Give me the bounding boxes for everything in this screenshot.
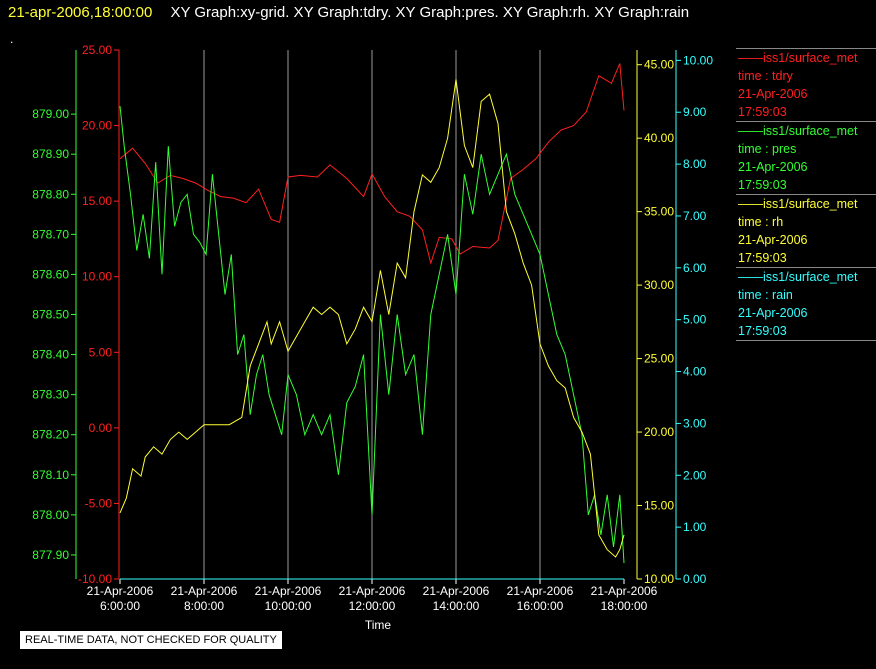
x-tick-label-date: 21-Apr-2006 xyxy=(507,584,574,598)
legend-name: ——iss1/surface_met xyxy=(738,197,858,211)
x-tick-label-date: 21-Apr-2006 xyxy=(87,584,154,598)
tdry-tick-label: 20.00 xyxy=(82,119,112,133)
legend-var: time : tdry xyxy=(738,69,793,83)
rain-tick-label: 2.00 xyxy=(683,468,707,482)
legend-time: 17:59:03 xyxy=(738,178,787,192)
legend-date: 21-Apr-2006 xyxy=(738,306,808,320)
rain-tick-label: 0.00 xyxy=(683,572,707,586)
pres-tick-label: 878.60 xyxy=(32,267,69,281)
legend-name: ——iss1/surface_met xyxy=(738,270,858,284)
legend-date: 21-Apr-2006 xyxy=(738,87,808,101)
chart-header: 21-apr-2006,18:00:00 XY Graph:xy-grid. X… xyxy=(8,4,689,21)
pres-tick-label: 878.90 xyxy=(32,147,69,161)
legend-time: 17:59:03 xyxy=(738,324,787,338)
tdry-tick-label: 15.00 xyxy=(82,194,112,208)
rain-tick-label: 5.00 xyxy=(683,313,707,327)
rh-tick-label: 30.00 xyxy=(644,278,674,292)
x-tick-label-date: 21-Apr-2006 xyxy=(171,584,238,598)
pres-tick-label: 878.40 xyxy=(32,348,69,362)
rain-tick-label: 8.00 xyxy=(683,157,707,171)
pres-tick-label: 878.80 xyxy=(32,187,69,201)
x-tick-label-time: 6:00:00 xyxy=(100,599,140,613)
legend-name: ——iss1/surface_met xyxy=(738,51,858,65)
x-tick-label-date: 21-Apr-2006 xyxy=(339,584,406,598)
rh-tick-label: 10.00 xyxy=(644,572,674,586)
marker-dot: . xyxy=(10,32,14,46)
rh-tick-label: 15.00 xyxy=(644,499,674,513)
x-tick-label-date: 21-Apr-2006 xyxy=(423,584,490,598)
pres-tick-label: 877.90 xyxy=(32,548,69,562)
x-tick-label-time: 8:00:00 xyxy=(184,599,224,613)
pres-tick-label: 878.00 xyxy=(32,508,69,522)
graph-titles: XY Graph:xy-grid. XY Graph:tdry. XY Grap… xyxy=(170,4,690,21)
legend-date: 21-Apr-2006 xyxy=(738,160,808,174)
quality-notice: REAL-TIME DATA, NOT CHECKED FOR QUALITY xyxy=(20,631,282,649)
legend-time: 17:59:03 xyxy=(738,105,787,119)
legend-var: time : rh xyxy=(738,215,784,229)
rh-series-line xyxy=(119,79,625,558)
x-tick-label-time: 10:00:00 xyxy=(265,599,312,613)
legend-var: time : pres xyxy=(738,142,797,156)
legend-var: time : rain xyxy=(738,288,793,302)
x-tick-label-time: 16:00:00 xyxy=(517,599,564,613)
legend-date: 21-Apr-2006 xyxy=(738,233,808,247)
rain-tick-label: 10.00 xyxy=(683,53,713,67)
rh-tick-label: 25.00 xyxy=(644,352,674,366)
x-tick-label-time: 14:00:00 xyxy=(433,599,480,613)
rh-tick-label: 40.00 xyxy=(644,131,674,145)
rh-tick-label: 35.00 xyxy=(644,205,674,219)
tdry-tick-label: -10.00 xyxy=(78,572,112,586)
pres-tick-label: 878.50 xyxy=(32,308,69,322)
tdry-tick-label: 10.00 xyxy=(82,270,112,284)
x-tick-label-date: 21-Apr-2006 xyxy=(255,584,322,598)
rh-tick-label: 45.00 xyxy=(644,58,674,72)
x-tick-label-time: 12:00:00 xyxy=(349,599,396,613)
pres-tick-label: 878.70 xyxy=(32,227,69,241)
rain-tick-label: 6.00 xyxy=(683,261,707,275)
tdry-tick-label: 5.00 xyxy=(89,345,113,359)
timestamp-label: 21-apr-2006,18:00:00 xyxy=(8,4,153,21)
tdry-tick-label: 25.00 xyxy=(82,43,112,57)
pres-tick-label: 878.10 xyxy=(32,468,69,482)
rain-tick-label: 1.00 xyxy=(683,520,707,534)
legend-name: ——iss1/surface_met xyxy=(738,124,858,138)
pres-tick-label: 878.20 xyxy=(32,428,69,442)
pres-series-line xyxy=(119,106,625,564)
tdry-tick-label: -5.00 xyxy=(85,496,113,510)
pres-tick-label: 878.30 xyxy=(32,388,69,402)
tdry-tick-label: 0.00 xyxy=(89,421,113,435)
rain-tick-label: 4.00 xyxy=(683,365,707,379)
legend: ——iss1/surface_met time : tdry 21-Apr-2006… xyxy=(736,48,876,341)
rh-tick-label: 20.00 xyxy=(644,425,674,439)
rain-tick-label: 9.00 xyxy=(683,105,707,119)
x-tick-label-time: 18:00:00 xyxy=(601,599,648,613)
tdry-series-line xyxy=(119,63,625,265)
legend-time: 17:59:03 xyxy=(738,251,787,265)
x-axis-label: Time xyxy=(365,618,392,632)
x-tick-label-date: 21-Apr-2006 xyxy=(591,584,658,598)
pres-tick-label: 879.00 xyxy=(32,107,69,121)
rain-tick-label: 7.00 xyxy=(683,209,707,223)
rain-tick-label: 3.00 xyxy=(683,416,707,430)
